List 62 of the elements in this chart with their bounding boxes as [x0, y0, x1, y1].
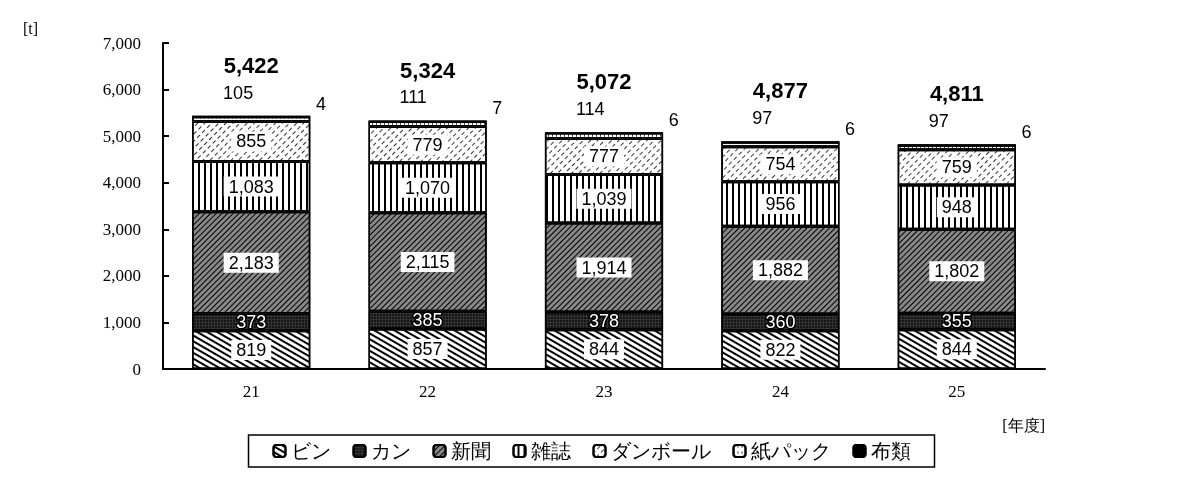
legend-label: カン — [370, 439, 411, 463]
total-label: 4,811 — [929, 81, 984, 107]
data-label: 777 — [588, 146, 620, 167]
total-label: 4,877 — [752, 78, 808, 104]
x-tick-label: 21 — [242, 382, 260, 401]
y-tick-label: 1,000 — [102, 312, 141, 332]
data-label: 1,802 — [934, 261, 980, 282]
legend-label: 紙パック — [750, 439, 831, 463]
y-tick-label: 3,000 — [102, 219, 141, 239]
data-label: 6 — [1021, 122, 1032, 143]
y-axis-title: [t] — [23, 19, 39, 37]
data-label: 6 — [845, 119, 856, 140]
data-label: 2,183 — [228, 252, 274, 273]
data-label: 857 — [412, 339, 443, 360]
data-label: 1,914 — [581, 257, 627, 278]
data-label: 373 — [236, 312, 267, 333]
data-label: 4 — [315, 93, 326, 114]
y-tick-label: 6,000 — [102, 80, 141, 100]
data-label: 779 — [412, 134, 443, 155]
y-tick-label: 7,000 — [102, 33, 141, 53]
data-label: 956 — [765, 194, 796, 215]
data-label: 948 — [941, 197, 972, 218]
total-label: 5,422 — [223, 52, 279, 78]
data-label: 844 — [941, 339, 972, 360]
legend-label: 布類 — [870, 439, 911, 463]
data-label: 6 — [668, 110, 679, 131]
data-label: 1,039 — [581, 188, 627, 209]
legend-label: 新聞 — [450, 439, 491, 463]
legend-label: 雑誌 — [530, 439, 571, 463]
y-tick-label: 2,000 — [102, 266, 141, 286]
data-label: 97 — [928, 111, 949, 132]
x-axis-title: [年度] — [1002, 416, 1045, 434]
data-label: 754 — [765, 154, 796, 175]
data-label: 7 — [492, 98, 503, 119]
y-tick-label: 0 — [132, 359, 141, 379]
data-label: 111 — [399, 87, 427, 108]
data-label: 1,070 — [405, 177, 451, 198]
data-label: 1,083 — [228, 176, 274, 197]
x-tick-label: 23 — [595, 382, 613, 401]
data-label: 97 — [752, 108, 773, 129]
data-label: 105 — [223, 82, 254, 103]
legend-label: ダンボール — [610, 439, 711, 463]
total-label: 5,324 — [400, 57, 456, 83]
data-label: 378 — [588, 310, 620, 331]
data-label: 2,115 — [405, 251, 450, 272]
data-label: 819 — [236, 339, 267, 360]
y-tick-label: 5,000 — [102, 126, 141, 146]
legend-label: ビン — [290, 439, 331, 463]
x-tick-label: 22 — [419, 382, 437, 401]
data-label: 360 — [765, 312, 796, 333]
y-tick-label: 4,000 — [102, 173, 141, 193]
x-tick-label: 25 — [948, 382, 966, 401]
total-label: 5,072 — [576, 69, 632, 95]
data-label: 844 — [588, 339, 620, 360]
data-label: 822 — [765, 339, 796, 360]
x-tick-label: 24 — [771, 382, 790, 401]
data-label: 759 — [941, 157, 972, 178]
data-label: 114 — [575, 99, 605, 120]
data-label: 1,882 — [757, 260, 803, 281]
data-label: 855 — [236, 131, 267, 152]
data-label: 355 — [941, 311, 972, 332]
data-label: 385 — [412, 310, 443, 331]
